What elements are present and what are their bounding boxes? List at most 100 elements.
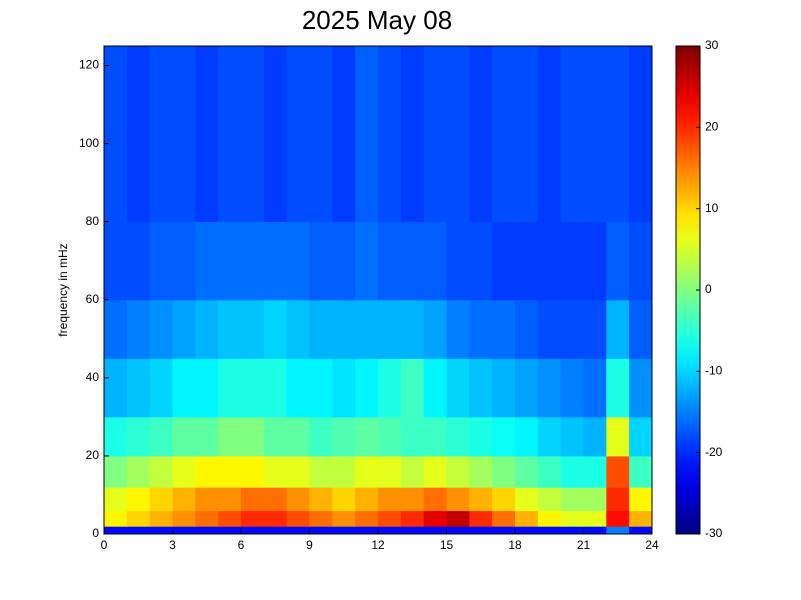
y-tick-label: 100 [79,136,99,150]
heat-cell [309,358,333,418]
heat-cell [629,221,653,301]
heat-cell [309,487,333,512]
heat-cell [469,221,493,301]
colorbar-tick-label: 10 [705,201,719,215]
heat-cell [629,487,653,512]
heat-cell [332,487,356,512]
heat-cell [606,358,630,418]
heat-cell [355,510,379,527]
heat-cell [583,526,607,535]
heat-cell [355,526,379,535]
heat-cell [104,510,128,527]
heat-cell [606,416,630,457]
x-tick-label: 0 [101,538,108,552]
heat-cell [515,416,539,457]
heat-cell [423,416,447,457]
heat-cell [286,221,310,301]
heat-cell [126,46,151,223]
heat-cell [172,221,196,301]
colorbar-tick-label: -30 [705,526,723,540]
heat-cell [172,510,196,527]
heat-cell [195,299,219,359]
x-tick-label: 3 [169,538,176,552]
heat-cell [332,46,356,223]
heat-cell [195,358,219,418]
heat-cell [104,358,128,418]
heat-cell [332,416,356,457]
heat-cell [355,358,379,418]
y-tick-label: 80 [86,214,100,228]
x-tick-label: 21 [577,538,591,552]
x-tick-label: 18 [508,538,522,552]
heat-cell [515,46,539,223]
x-tick-label: 12 [371,538,385,552]
heat-cell [378,526,402,535]
heat-cell [172,487,196,512]
heat-cell [195,526,219,535]
heat-cell [537,46,562,223]
heat-cell [309,299,333,359]
x-tick-label: 15 [440,538,454,552]
heat-cell [446,46,470,223]
heat-cell [606,299,630,359]
x-tick-label: 24 [645,538,659,552]
heat-cell [218,46,242,223]
heat-cell [218,221,242,301]
colorbar-tick-label: 30 [705,38,719,52]
heat-cell [400,46,425,223]
heat-cell [400,487,425,512]
heat-cell [286,46,310,223]
colorbar-tick-label: -20 [705,445,723,459]
heat-cell [537,221,562,301]
heat-cell [378,46,402,223]
heat-cell [423,358,447,418]
chart-title: 2025 May 08 [302,5,452,35]
heat-cell [241,487,265,512]
heat-cell [355,487,379,512]
heat-cell [241,510,265,527]
y-tick-label: 40 [86,370,100,384]
heat-cell [446,299,470,359]
heat-cell [149,416,173,457]
heat-cell [378,299,402,359]
heat-cell [104,416,128,457]
heat-cell [560,416,584,457]
heat-cell [469,416,493,457]
heat-cell [515,510,539,527]
heat-cell [560,526,584,535]
heat-cell [537,487,562,512]
heat-cell [378,221,402,301]
heat-cell [172,416,196,457]
heat-cell [149,455,173,488]
heat-cell [241,221,265,301]
heat-cell [378,487,402,512]
heat-cell [378,510,402,527]
heat-cell [355,221,379,301]
heat-cell [195,46,219,223]
heat-cell [469,455,493,488]
heat-cell [583,416,607,457]
heat-cell [469,46,493,223]
heat-cell [492,358,516,418]
heat-cell [195,487,219,512]
heat-cell [400,221,425,301]
heat-cell [286,416,310,457]
heat-cell [423,455,447,488]
heat-cell [629,455,653,488]
heat-cell [446,487,470,512]
heat-cell [149,510,173,527]
heat-cell [195,221,219,301]
heat-cell [378,358,402,418]
heat-cell [149,487,173,512]
heat-cell [446,416,470,457]
heat-cell [104,526,128,535]
heat-cell [400,358,425,418]
heat-cell [195,455,219,488]
heat-cell [469,526,493,535]
heat-cell [104,455,128,488]
heat-cell [263,526,288,535]
heat-cell [355,416,379,457]
heat-cell [286,455,310,488]
heat-cell [149,221,173,301]
